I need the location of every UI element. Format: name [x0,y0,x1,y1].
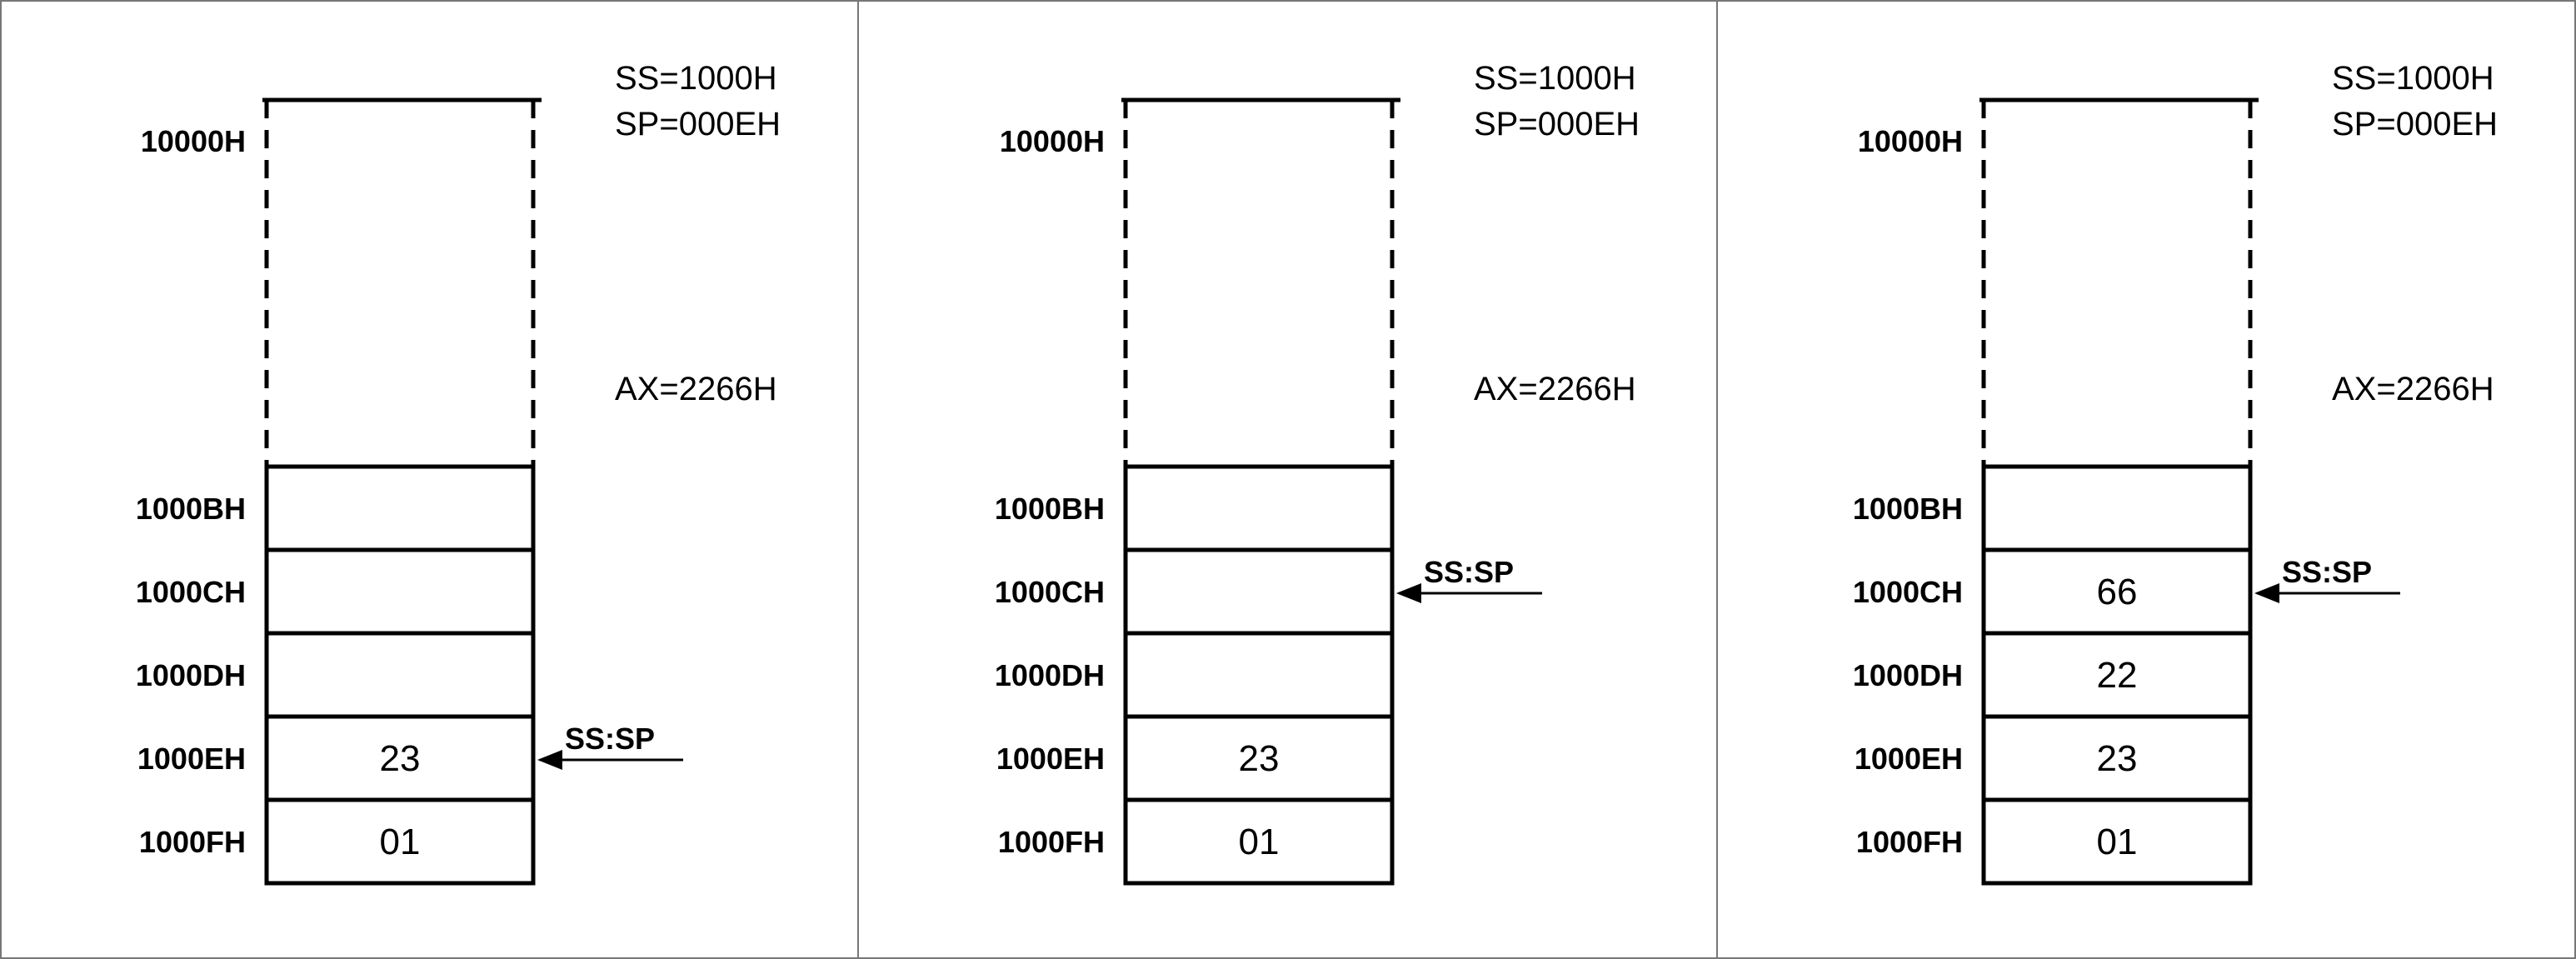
stack-panel-2: 10000H SS=1000H SP=000EH AX=2266H 1000BH 1000… [995,60,1640,886]
memory-address-label: 1000BH [1853,492,1963,526]
memory-address-label: 1000DH [1853,658,1963,692]
stack-pointer-label: SS:SP [565,722,655,756]
register-label: SS=1000H [1474,60,1636,97]
memory-cell-value: 23 [2097,738,2138,779]
register-label: SP=000EH [2332,106,2498,142]
memory-cell-value: 01 [1239,822,1280,862]
top-address-label: 10000H [1858,124,1963,158]
memory-address-label: 1000FH [1856,825,1963,859]
memory-cell [264,547,536,636]
register-label: AX=2266H [1474,371,1636,407]
memory-address-label: 1000FH [998,825,1105,859]
memory-cell [264,797,536,886]
register-label: AX=2266H [615,371,777,407]
memory-address-label: 1000DH [995,658,1105,692]
memory-cell [1123,631,1395,719]
memory-address-label: 1000DH [136,658,246,692]
stack-panel-1: 10000H SS=1000H SP=000EH AX=2266H 1000BH 1000… [136,60,781,886]
top-address-label: 10000H [141,124,246,158]
memory-cell-value: 23 [1239,738,1280,779]
memory-cell-value: 66 [2097,572,2138,612]
memory-address-label: 1000EH [996,742,1105,776]
memory-address-label: 1000CH [995,575,1105,609]
register-label: SP=000EH [615,106,781,142]
stack-panel-3: 10000H SS=1000H SP=000EH AX=2266H 1000BH 1000… [1853,60,2498,886]
memory-address-label: 1000EH [137,742,246,776]
register-label: SP=000EH [1474,106,1640,142]
memory-cell-value: 22 [2097,655,2138,696]
memory-cell-value: 01 [380,822,421,862]
memory-cell [1981,797,2253,886]
stack-pointer-label: SS:SP [2282,555,2372,589]
stack-pointer-label: SS:SP [1424,555,1514,589]
memory-cell [264,631,536,719]
memory-address-label: 1000BH [995,492,1105,526]
register-label: SS=1000H [615,60,777,97]
memory-cell-value: 01 [2097,822,2138,862]
memory-cell [1123,797,1395,886]
memory-address-label: 1000EH [1855,742,1963,776]
memory-address-label: 1000FH [139,825,246,859]
memory-cell [1981,464,2253,552]
memory-cell [1123,547,1395,636]
top-address-label: 10000H [1000,124,1105,158]
memory-address-label: 1000CH [1853,575,1963,609]
memory-cell-value: 23 [380,738,421,779]
memory-cell [264,464,536,552]
memory-address-label: 1000BH [136,492,246,526]
register-label: SS=1000H [2332,60,2494,97]
register-label: AX=2266H [2332,371,2494,407]
memory-address-label: 1000CH [136,575,246,609]
memory-cell [1123,464,1395,552]
